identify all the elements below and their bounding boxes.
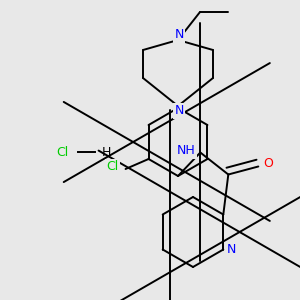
Text: N: N [226, 243, 236, 256]
Text: NH: NH [177, 144, 196, 157]
Text: Cl: Cl [56, 146, 68, 158]
Text: N: N [174, 28, 184, 41]
Text: N: N [174, 104, 184, 118]
Text: H: H [101, 146, 111, 158]
Text: O: O [263, 157, 273, 170]
Text: Cl: Cl [106, 160, 119, 173]
